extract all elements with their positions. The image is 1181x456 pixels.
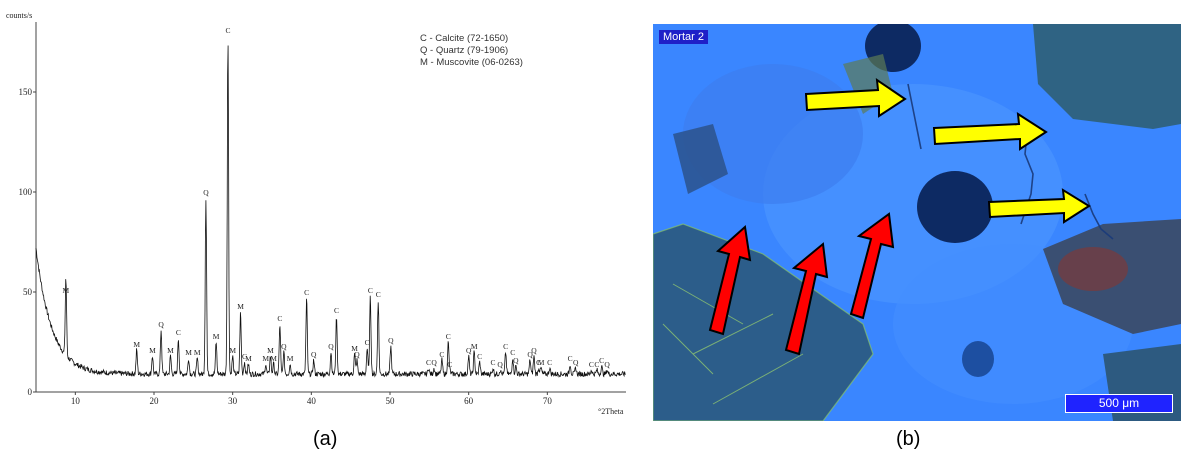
peak-label: M (149, 346, 156, 355)
peak-label: Q (281, 342, 287, 351)
peak-label: M (229, 346, 236, 355)
void (917, 171, 993, 243)
peak-label: C (242, 352, 247, 361)
y-tick-label: 0 (28, 387, 33, 397)
peak-label: C (536, 358, 541, 367)
peak-label: C (365, 338, 370, 347)
peak-label: Q (531, 346, 537, 355)
yellow-arrow-1 (804, 77, 907, 118)
aggregate-grain (653, 224, 873, 421)
peak-label: Q (527, 350, 533, 359)
peak-label: Q (388, 336, 394, 345)
peak-label: Q (311, 350, 317, 359)
peak-label: Q (328, 342, 334, 351)
red-arrow-1 (708, 225, 752, 336)
peak-label: C (439, 350, 444, 359)
aggregate-grain (1033, 24, 1181, 129)
x-tick-label: 30 (228, 396, 238, 406)
peak-label: C (568, 354, 573, 363)
peak-label: M (167, 346, 174, 355)
y-tick-label: 150 (19, 87, 33, 97)
peak-label: Q (203, 188, 209, 197)
x-tick-label: 10 (71, 396, 81, 406)
legend-entry: Q - Quartz (79-1906) (420, 45, 508, 56)
peak-label: Q (513, 356, 519, 365)
peak-label: Q (431, 358, 437, 367)
peak-label: C (334, 306, 339, 315)
x-axis-label: °2Theta (598, 407, 624, 416)
peak-label: C (599, 356, 604, 365)
peak-label: Q (497, 360, 503, 369)
peak-label: C (510, 348, 515, 357)
peak-label: C (594, 360, 599, 369)
peak-label: C (491, 358, 496, 367)
micrograph-panel: Mortar 2 500 μm (653, 24, 1181, 421)
x-tick-label: 70 (543, 396, 553, 406)
peak-label: C (368, 286, 373, 295)
x-tick-label: 50 (386, 396, 396, 406)
micrograph-image (653, 24, 1181, 421)
peak-label: C (547, 358, 552, 367)
peak-label: C (447, 360, 452, 369)
legend-entry: C - Calcite (72-1650) (420, 33, 508, 44)
peak-label: M (262, 354, 269, 363)
peak-label: C (225, 26, 230, 35)
red-arrow-3 (849, 212, 895, 320)
yellow-arrow-3 (987, 188, 1091, 224)
peak-label: M (194, 348, 201, 357)
peak-label: M (351, 344, 358, 353)
peak-label: M (63, 286, 70, 295)
peak-label: M (133, 340, 140, 349)
peak-label: M (270, 354, 277, 363)
y-axis-label: counts/s (6, 11, 32, 20)
peak-label: M (471, 342, 478, 351)
xrd-pattern-line (35, 45, 626, 379)
peak-label: Q (466, 346, 472, 355)
peak-label: M (213, 332, 220, 341)
peak-label: C (304, 288, 309, 297)
legend-entry: M - Muscovite (06-0263) (420, 57, 523, 68)
peak-label: C (426, 358, 431, 367)
peak-label: M (237, 302, 244, 311)
peak-label: Q (158, 320, 164, 329)
x-tick-label: 20 (150, 396, 160, 406)
peak-label: Q (604, 360, 610, 369)
peak-label: C (376, 290, 381, 299)
peak-label: C (503, 342, 508, 351)
peak-label: Q (573, 358, 579, 367)
peak-label: M (538, 358, 545, 367)
peak-label: C (477, 352, 482, 361)
peak-label: C (446, 332, 451, 341)
peak-label: Q (354, 350, 360, 359)
peak-label: M (245, 354, 252, 363)
peak-label: C (589, 360, 594, 369)
sample-label: Mortar 2 (659, 30, 708, 44)
y-tick-label: 100 (19, 187, 33, 197)
yellow-arrow-2 (932, 112, 1048, 151)
peak-label: M (185, 348, 192, 357)
peak-label: M (287, 354, 294, 363)
y-tick-label: 50 (23, 287, 33, 297)
peak-label: C (176, 328, 181, 337)
red-arrow-2 (784, 242, 829, 356)
peak-label: M (267, 346, 274, 355)
x-tick-label: 60 (464, 396, 474, 406)
scale-bar: 500 μm (1065, 394, 1173, 413)
peak-label: C (277, 314, 282, 323)
caption-b: (b) (896, 428, 921, 450)
x-tick-label: 40 (307, 396, 317, 406)
caption-a: (a) (313, 428, 338, 450)
